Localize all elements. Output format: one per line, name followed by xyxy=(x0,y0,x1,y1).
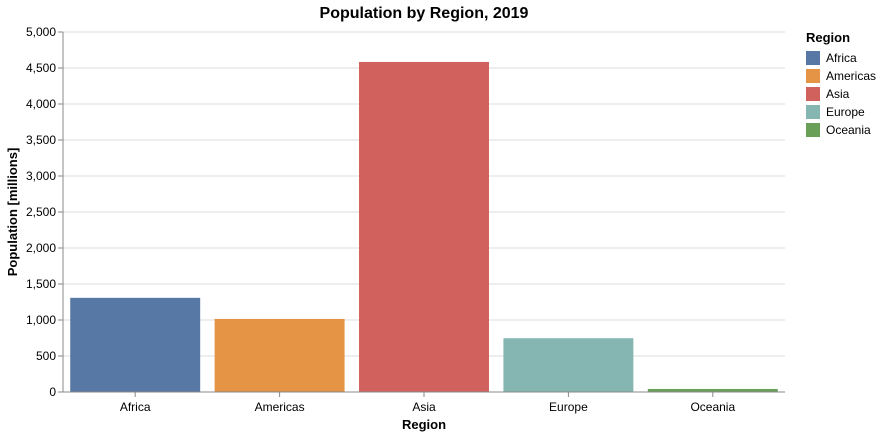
y-tick-label: 5,000 xyxy=(26,25,56,39)
y-tick-label: 1,500 xyxy=(26,277,56,291)
y-axis-title: Population [millions] xyxy=(5,148,20,277)
y-tick-label: 2,500 xyxy=(26,205,56,219)
y-tick-label: 3,000 xyxy=(26,169,56,183)
legend-swatch-oceania xyxy=(806,123,820,137)
legend-items: Africa Americas Asia Europe Oceania xyxy=(806,51,876,137)
legend-swatch-asia xyxy=(806,87,820,101)
bar-americas xyxy=(214,318,345,392)
y-tick-label: 2,000 xyxy=(26,241,56,255)
y-tick-label: 1,000 xyxy=(26,313,56,327)
y-tick-label: 4,000 xyxy=(26,97,56,111)
y-tick-label: 3,500 xyxy=(26,133,56,147)
legend-label-americas: Americas xyxy=(826,69,876,83)
x-tick-label: Oceania xyxy=(690,400,735,414)
legend-label-oceania: Oceania xyxy=(826,123,871,137)
bar-europe xyxy=(503,338,634,392)
legend-swatch-americas xyxy=(806,69,820,83)
bar-oceania xyxy=(647,388,778,392)
x-tick-label: Americas xyxy=(255,400,305,414)
bars xyxy=(70,61,778,393)
bar-asia xyxy=(359,61,489,393)
x-tick-label: Europe xyxy=(549,400,588,414)
legend-title: Region xyxy=(806,30,850,45)
x-axis-ticks: Africa Americas Asia Europe Oceania xyxy=(120,392,735,414)
legend: Region Africa Americas Asia Europe Oceania xyxy=(806,30,876,137)
x-tick-label: Asia xyxy=(412,400,436,414)
y-tick-label: 500 xyxy=(36,349,56,363)
legend-label-asia: Asia xyxy=(826,87,850,101)
legend-swatch-africa xyxy=(806,51,820,65)
y-axis-ticks: 0 500 1,000 1,500 2,000 2,500 3,000 3,500 4,000 4… xyxy=(26,25,63,399)
legend-label-europe: Europe xyxy=(826,105,865,119)
y-tick-label: 0 xyxy=(49,385,56,399)
bar-africa xyxy=(70,297,201,392)
y-tick-label: 4,500 xyxy=(26,61,56,75)
chart-title: Population by Region, 2019 xyxy=(320,5,529,22)
legend-label-africa: Africa xyxy=(826,51,857,65)
x-axis-title: Region xyxy=(402,417,446,432)
legend-swatch-europe xyxy=(806,105,820,119)
x-tick-label: Africa xyxy=(120,400,151,414)
